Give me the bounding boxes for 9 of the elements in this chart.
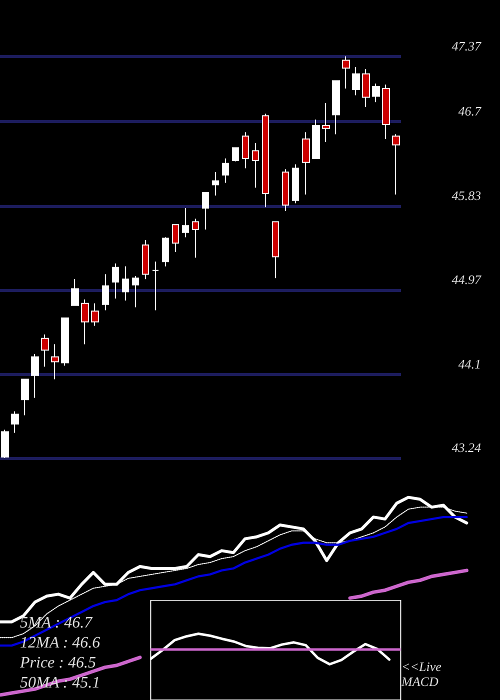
y-tick-label: 43.24 xyxy=(452,440,482,455)
y-tick-label: 44.1 xyxy=(458,356,481,372)
y-tick-label: 47.37 xyxy=(452,38,482,54)
annotation: 12MA : 46.6 xyxy=(20,634,100,652)
y-tick-label: 44.97 xyxy=(452,272,482,287)
y-tick-label: 45.83 xyxy=(452,188,482,204)
annotation: <<Live MACD xyxy=(400,659,445,689)
annotation: Price : 46.5 xyxy=(19,654,96,672)
y-tick-label: 46.7 xyxy=(458,104,482,119)
